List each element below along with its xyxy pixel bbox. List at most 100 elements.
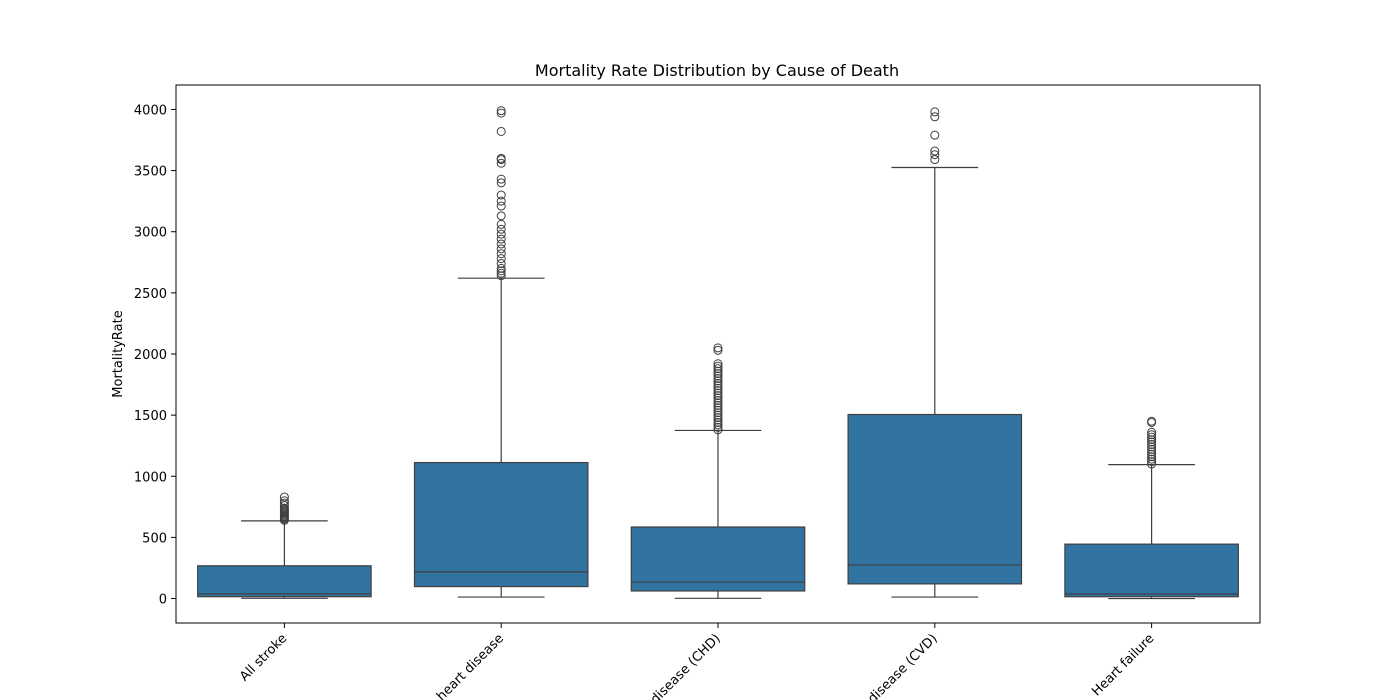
y-tick-label: 1500 xyxy=(134,409,167,424)
outlier-point xyxy=(713,415,723,425)
outlier-point xyxy=(930,155,940,165)
y-axis-label: MortalityRate xyxy=(111,310,126,397)
outlier-point xyxy=(930,150,940,160)
outlier-point xyxy=(496,158,506,168)
outlier-point xyxy=(496,244,506,254)
box-group xyxy=(197,492,372,599)
outlier-point xyxy=(713,371,723,381)
outlier-point xyxy=(496,178,506,188)
outlier-point xyxy=(713,422,723,432)
outlier-point xyxy=(279,503,289,513)
outlier-point xyxy=(496,211,506,221)
outlier-point xyxy=(496,224,506,234)
outlier-point xyxy=(496,229,506,239)
outlier-point xyxy=(1147,430,1157,440)
outlier-point xyxy=(496,268,506,278)
outlier-point xyxy=(713,359,723,369)
plot-marks xyxy=(197,106,1239,600)
outlier-point xyxy=(496,196,506,206)
outlier-point xyxy=(496,263,506,273)
outlier-point xyxy=(1147,449,1157,459)
outlier-point xyxy=(279,496,289,506)
outlier-point xyxy=(496,174,506,184)
outlier-point xyxy=(713,425,723,435)
outlier-point xyxy=(496,249,506,259)
outlier-point xyxy=(713,383,723,393)
outlier-point xyxy=(713,381,723,391)
outlier-point xyxy=(713,345,723,355)
outlier-point xyxy=(1147,454,1157,464)
outlier-point xyxy=(279,498,289,508)
outlier-point xyxy=(713,393,723,403)
iqr-box xyxy=(847,413,1023,585)
outlier-point xyxy=(1147,427,1157,437)
outlier-point xyxy=(496,126,506,136)
outlier-point xyxy=(1147,416,1157,426)
outlier-point xyxy=(1147,452,1157,462)
outlier-point xyxy=(713,420,723,430)
outlier-point xyxy=(496,108,506,118)
outlier-point xyxy=(496,266,506,276)
outlier-point xyxy=(1147,437,1157,447)
y-tick-label: 0 xyxy=(159,593,167,608)
iqr-box xyxy=(630,526,806,592)
iqr-box xyxy=(197,565,372,598)
outlier-point xyxy=(713,417,723,427)
outlier-point xyxy=(496,259,506,269)
outlier-point xyxy=(713,403,723,413)
outlier-point xyxy=(713,364,723,374)
outlier-point xyxy=(713,405,723,415)
outlier-point xyxy=(496,153,506,163)
box-group xyxy=(630,343,806,599)
chart-title: Mortality Rate Distribution by Cause of … xyxy=(535,61,899,80)
outlier-point xyxy=(713,361,723,371)
y-tick-label: 2000 xyxy=(134,348,167,363)
box-group xyxy=(413,106,589,598)
outlier-point xyxy=(279,492,289,502)
outlier-point xyxy=(1147,459,1157,469)
outlier-point xyxy=(713,343,723,353)
outlier-point xyxy=(1147,447,1157,457)
outlier-point xyxy=(713,413,723,423)
outlier-point xyxy=(713,366,723,376)
outlier-point xyxy=(496,239,506,249)
outlier-point xyxy=(713,369,723,379)
outlier-point xyxy=(930,130,940,140)
outlier-point xyxy=(713,376,723,386)
outlier-point xyxy=(496,219,506,229)
outlier-point xyxy=(930,112,940,122)
outlier-point xyxy=(496,254,506,264)
y-tick-label: 4000 xyxy=(134,103,167,118)
outlier-point xyxy=(1147,432,1157,442)
outlier-point xyxy=(713,395,723,405)
outlier-point xyxy=(496,106,506,116)
plot-area-frame xyxy=(175,84,1261,624)
outlier-point xyxy=(1147,439,1157,449)
outlier-point xyxy=(713,400,723,410)
outlier-point xyxy=(930,146,940,156)
outlier-point xyxy=(496,201,506,211)
outlier-point xyxy=(496,190,506,200)
y-tick-label: 3000 xyxy=(134,226,167,241)
outlier-point xyxy=(1147,444,1157,454)
outlier-point xyxy=(1147,442,1157,452)
iqr-box xyxy=(413,461,589,588)
outlier-point xyxy=(713,391,723,401)
outlier-point xyxy=(713,398,723,408)
y-tick-label: 500 xyxy=(142,531,167,546)
outlier-point xyxy=(713,410,723,420)
outlier-point xyxy=(713,373,723,383)
y-axis: 0 500 1000 1500 2000 2500 3000 3500 4000 xyxy=(134,103,176,608)
y-tick-label: 1000 xyxy=(134,470,167,485)
outlier-point xyxy=(713,386,723,396)
box-group xyxy=(1064,416,1239,600)
outlier-point xyxy=(1147,435,1157,445)
y-tick-label: 3500 xyxy=(134,165,167,180)
outlier-point xyxy=(496,234,506,244)
outlier-point xyxy=(496,271,506,281)
y-tick-label: 2500 xyxy=(134,287,167,302)
outlier-point xyxy=(1147,457,1157,467)
outlier-point xyxy=(713,388,723,398)
outlier-point xyxy=(279,501,289,511)
